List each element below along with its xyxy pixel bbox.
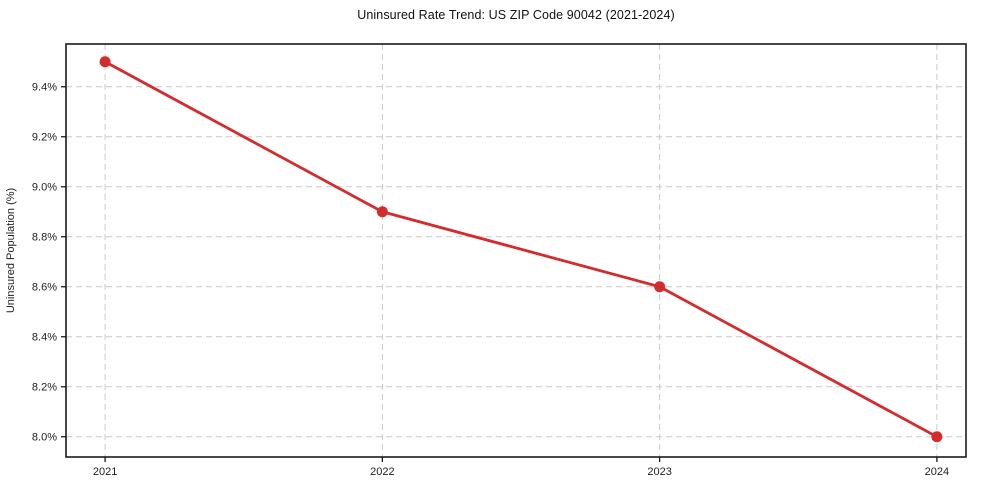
y-tick-label: 8.4% (32, 332, 57, 344)
y-tick-label: 9.0% (32, 182, 57, 194)
y-tick-label: 9.4% (32, 82, 57, 94)
y-tick-label: 8.2% (32, 382, 57, 394)
data-point-marker (99, 56, 111, 68)
y-axis-label: Uninsured Population (%) (5, 188, 17, 313)
y-tick-label: 8.0% (32, 432, 57, 444)
trend-line (103, 60, 939, 439)
y-tick-label: 8.6% (32, 282, 57, 294)
plot-border (65, 43, 967, 458)
chart-title: Uninsured Rate Trend: US ZIP Code 90042 … (357, 8, 675, 22)
y-tick-label: 8.8% (32, 232, 57, 244)
x-tick-label: 2021 (93, 466, 117, 478)
y-tick-label: 9.2% (32, 132, 57, 144)
x-tick-label: 2022 (370, 466, 394, 478)
x-tick-label: 2023 (647, 466, 671, 478)
data-point-marker (931, 431, 943, 443)
data-point-marker (376, 206, 388, 218)
x-tick-label: 2024 (925, 466, 949, 478)
data-point-marker (654, 281, 666, 293)
